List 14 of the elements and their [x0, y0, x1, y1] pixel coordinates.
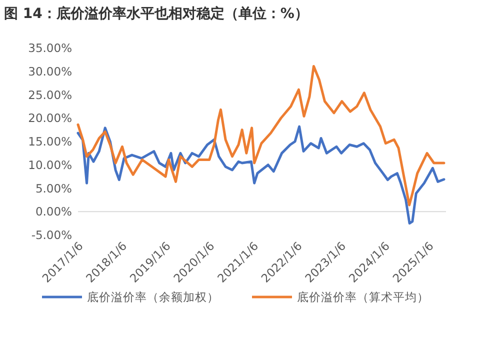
line-series [76, 125, 446, 225]
y-tick-label: 10.00% [28, 158, 72, 172]
y-tick-label: -5.00% [31, 228, 72, 242]
chart-title: 图 14：底价溢价率水平也相对稳定（单位：%） [4, 5, 308, 22]
y-tick-label: 20.00% [28, 111, 72, 126]
legend-label: 底价溢价率（算术平均） [297, 290, 429, 304]
y-tick-label: 5.00% [35, 181, 72, 196]
y-tick-label: 30.00% [28, 64, 72, 78]
y-tick-label: 25.00% [28, 88, 72, 102]
y-tick-label: 35.00% [28, 41, 72, 56]
line-series [76, 64, 446, 206]
legend-label: 底价溢价率（余额加权） [87, 290, 219, 304]
y-tick-label: 0.00% [35, 204, 72, 219]
y-tick-label: 15.00% [28, 134, 72, 149]
